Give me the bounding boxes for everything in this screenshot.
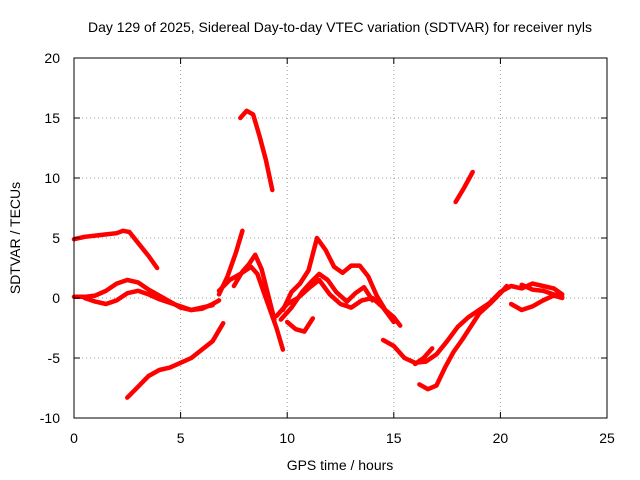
- y-tick-label: -10: [40, 410, 60, 426]
- x-tick-label: 5: [177, 430, 185, 446]
- y-axis-label: SDTVAR / TECUs: [7, 182, 23, 294]
- series-arc-11: [278, 271, 375, 322]
- series-arc-7: [231, 252, 277, 322]
- series-arc-8: [238, 108, 275, 193]
- y-tick-label: -5: [48, 350, 61, 366]
- x-axis-label: GPS time / hours: [287, 457, 394, 473]
- x-tick-label: 10: [279, 430, 295, 446]
- series-arc-4: [125, 320, 226, 400]
- y-tick-label: 0: [52, 290, 60, 306]
- series-arc-13: [380, 281, 565, 366]
- series-arc-12: [284, 316, 316, 334]
- series-arc-14: [417, 283, 510, 392]
- x-tick-label: 0: [70, 430, 78, 446]
- axis-ticks: 0 5 10 15 20 25 -10 -5 0 5 10 15 20: [40, 50, 615, 446]
- data-series: [71, 108, 565, 400]
- chart-title: Day 129 of 2025, Sidereal Day-to-day VTE…: [88, 19, 592, 35]
- series-arc-17: [519, 282, 565, 300]
- grid: [74, 58, 607, 418]
- y-tick-label: 20: [44, 50, 60, 66]
- series-arc-3: [82, 288, 215, 313]
- x-tick-label: 20: [493, 430, 509, 446]
- series-arc-1: [71, 228, 160, 271]
- y-tick-label: 5: [52, 230, 60, 246]
- series-arc-15: [412, 346, 435, 367]
- series-arc-6: [216, 264, 286, 352]
- series-arc-18: [453, 169, 475, 205]
- x-tick-label: 15: [386, 430, 402, 446]
- y-tick-label: 10: [44, 170, 60, 186]
- x-tick-label: 25: [599, 430, 615, 446]
- y-tick-label: 15: [44, 110, 60, 126]
